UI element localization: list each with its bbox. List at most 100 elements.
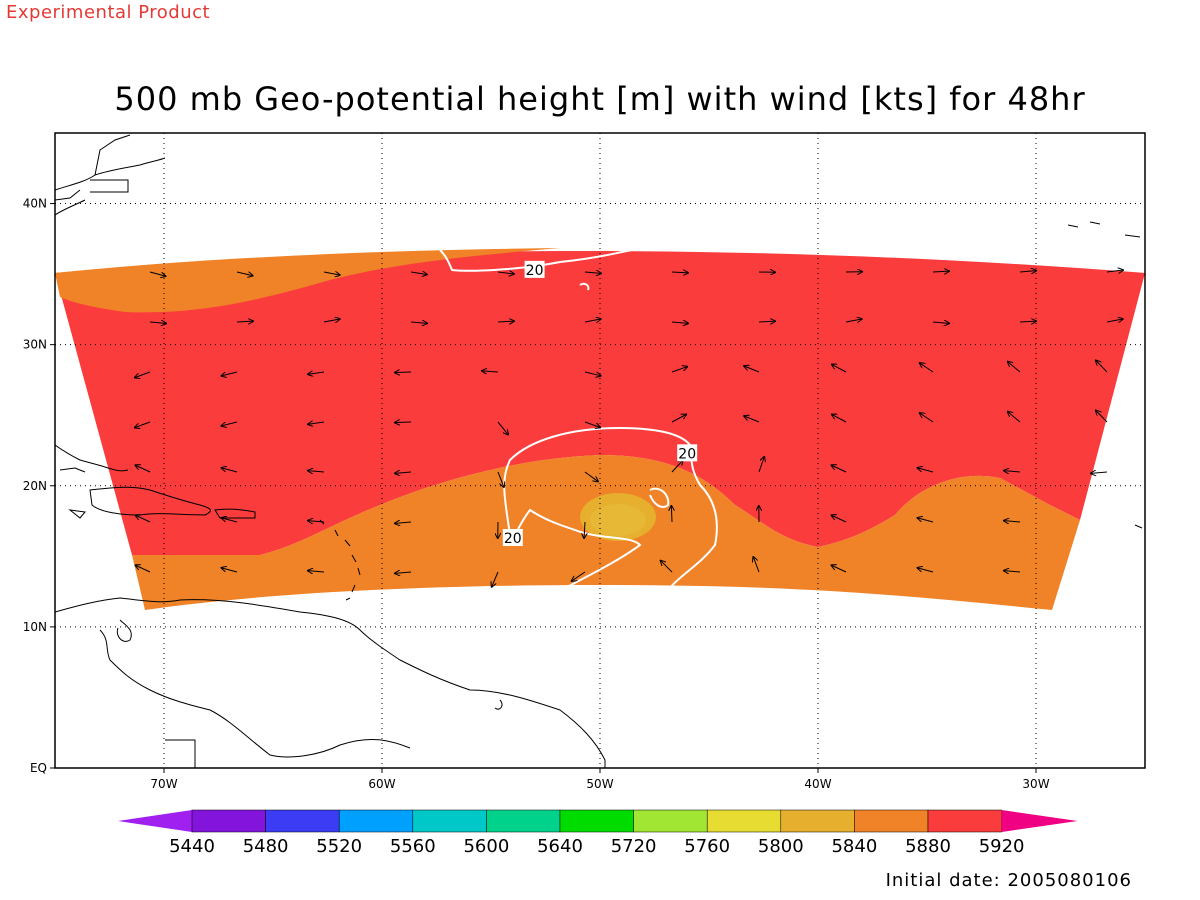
wind-arrow-70 bbox=[584, 521, 585, 538]
colorbar-swatch-2 bbox=[265, 809, 340, 833]
colorbar-level-label: 5640 bbox=[537, 836, 583, 857]
wind-arrow-71 bbox=[671, 506, 672, 523]
wind-arrow-28 bbox=[308, 372, 325, 374]
wind-arrow-0 bbox=[149, 271, 165, 276]
contour-label: 20 bbox=[504, 531, 522, 547]
wind-arrow-80 bbox=[492, 571, 499, 587]
wind-arrow-47 bbox=[832, 414, 847, 423]
lat-tick-label: 30N bbox=[23, 338, 47, 352]
colorbar-swatch-4 bbox=[412, 809, 487, 833]
coastlines bbox=[55, 134, 1143, 768]
wind-arrow-54 bbox=[308, 471, 325, 472]
wind-arrow-2 bbox=[323, 272, 340, 275]
colorbar-swatch-10 bbox=[854, 809, 929, 833]
lon-tick-label: 40W bbox=[804, 777, 831, 791]
wind-arrow-1 bbox=[236, 271, 253, 276]
wind-arrow-16 bbox=[410, 322, 427, 323]
wind-arrow-15 bbox=[323, 319, 340, 322]
wind-arrow-38 bbox=[1184, 359, 1194, 372]
colorbar-level-label: 5600 bbox=[463, 836, 509, 857]
wind-arrow-49 bbox=[1008, 412, 1021, 423]
wind-arrow-76 bbox=[135, 565, 151, 573]
wind-arrow-81 bbox=[572, 571, 586, 581]
contour-label-box-2 bbox=[502, 528, 523, 546]
lat-tick-label: 10N bbox=[23, 620, 47, 634]
wind-arrow-19 bbox=[671, 322, 688, 323]
wind-arrow-11 bbox=[1106, 270, 1123, 272]
wind-arrow-34 bbox=[832, 364, 847, 373]
wind-arrow-75 bbox=[1004, 521, 1021, 522]
wind-arrow-51 bbox=[1184, 409, 1194, 422]
wind-arrow-59 bbox=[758, 457, 764, 473]
colorbar-swatch-5 bbox=[486, 809, 561, 833]
wind-arrow-60 bbox=[831, 465, 847, 473]
contour-label: 20 bbox=[526, 263, 544, 279]
wind-arrow-6 bbox=[671, 272, 688, 273]
colorbar-swatch-3 bbox=[338, 809, 414, 833]
wind-arrow-29 bbox=[395, 372, 412, 373]
colorbar: 5440 5480 5520 5560 5600 5640 5720 5760 5800 5840… bbox=[118, 809, 1078, 857]
height-field-5800-inner bbox=[590, 504, 646, 536]
wind-arrow-61 bbox=[918, 468, 934, 473]
contour-label-box-1 bbox=[677, 444, 698, 462]
wind-arrow-45 bbox=[671, 415, 686, 423]
contour-labels: 20 20 20 bbox=[502, 260, 698, 547]
wind-arrow-82 bbox=[661, 561, 673, 573]
wind-arrow-64 bbox=[1179, 465, 1194, 472]
wind-arrow-79 bbox=[395, 572, 412, 573]
colorbar-level-label: 5520 bbox=[316, 836, 362, 857]
wind-arrow-9 bbox=[932, 271, 949, 272]
lon-tick-label: 50W bbox=[586, 777, 613, 791]
wind-arrow-86 bbox=[1004, 571, 1021, 572]
wind-arrow-13 bbox=[149, 322, 166, 323]
wind-arrow-43 bbox=[497, 421, 508, 434]
wind-arrow-32 bbox=[671, 367, 687, 373]
wind-arrow-35 bbox=[920, 363, 934, 373]
wind-arrows bbox=[135, 269, 1200, 586]
colorbar-right-arrow bbox=[1001, 810, 1078, 832]
colorbar-swatch-7 bbox=[633, 809, 708, 833]
wind-arrow-62 bbox=[1004, 471, 1021, 472]
wind-arrow-5 bbox=[584, 272, 601, 273]
colorbar-swatch-6 bbox=[559, 809, 634, 833]
wind-arrow-26 bbox=[135, 371, 151, 377]
wind-arrow-41 bbox=[308, 422, 325, 424]
wind-arrow-85 bbox=[918, 568, 934, 573]
lon-tick-label: 60W bbox=[368, 777, 395, 791]
wind-arrow-57 bbox=[584, 471, 598, 481]
wind-arrow-73 bbox=[831, 515, 847, 523]
colorbar-swatch-11 bbox=[927, 809, 1002, 833]
wind-arrow-3 bbox=[410, 272, 427, 275]
colorbar-swatch-8 bbox=[706, 809, 782, 833]
contour-label: 20 bbox=[678, 446, 696, 462]
wind-arrow-12 bbox=[1194, 269, 1200, 272]
wind-arrow-52 bbox=[135, 465, 151, 473]
wind-arrow-40 bbox=[221, 421, 238, 426]
colorbar-level-label: 5480 bbox=[243, 836, 289, 857]
wind-arrow-10 bbox=[1019, 271, 1036, 272]
wind-arrow-65 bbox=[135, 515, 151, 523]
wind-arrow-22 bbox=[932, 322, 949, 323]
wind-arrow-36 bbox=[1008, 362, 1021, 373]
wind-arrow-66 bbox=[222, 518, 238, 523]
wind-arrow-58 bbox=[671, 460, 683, 473]
wind-arrow-48 bbox=[920, 413, 934, 423]
wind-arrow-17 bbox=[497, 321, 514, 322]
wind-arrow-23 bbox=[1019, 321, 1036, 322]
wind-contours bbox=[439, 249, 718, 592]
colorbar-left-arrow bbox=[118, 810, 192, 832]
colorbar-level-label: 5840 bbox=[831, 836, 877, 857]
wind-arrow-68 bbox=[395, 522, 412, 523]
wind-arrow-42 bbox=[395, 422, 412, 423]
wind-arrow-44 bbox=[584, 421, 600, 427]
experimental-product-label: Experimental Product bbox=[6, 2, 211, 23]
lon-tick-label: 70W bbox=[150, 777, 177, 791]
wind-arrow-84 bbox=[831, 565, 847, 573]
contour-label-box-0 bbox=[524, 260, 545, 278]
wind-arrow-55 bbox=[395, 472, 412, 473]
wind-arrow-30 bbox=[482, 371, 499, 372]
colorbar-level-label: 5720 bbox=[611, 836, 657, 857]
wind-arrow-83 bbox=[753, 557, 760, 573]
height-field-5840-north bbox=[55, 248, 560, 313]
wind-arrow-21 bbox=[845, 319, 862, 322]
